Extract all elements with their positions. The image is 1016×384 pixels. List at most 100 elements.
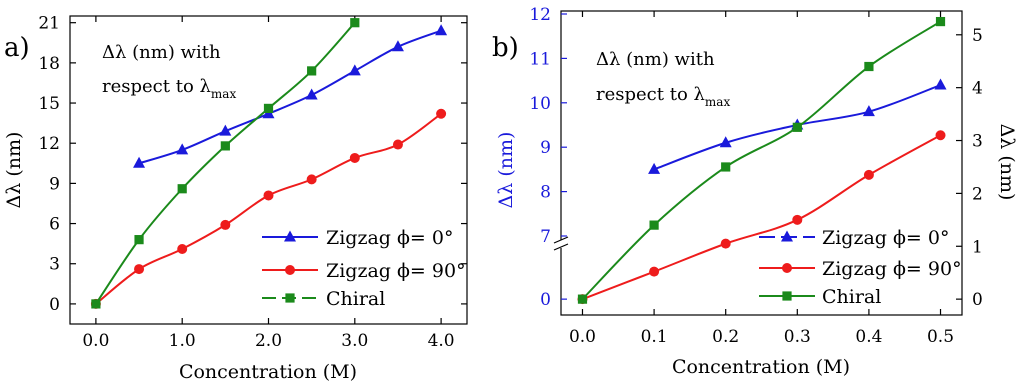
panel-a-legend-label: Zigzag ϕ= 90° <box>326 260 466 282</box>
panel-a-x-tick-label: 2.0 <box>255 331 282 351</box>
panel-a-point <box>220 141 230 151</box>
panel-a-y-tick-label: 12 <box>38 134 60 154</box>
panel-a-point <box>176 143 189 155</box>
panel-a-legend-label: Zigzag ϕ= 0° <box>326 227 453 249</box>
panel-a-point <box>348 64 361 76</box>
panel-a-point <box>436 108 447 119</box>
panel-a-y-axis-label: Δλ (nm) <box>3 132 25 209</box>
panel-a: a) 0.0 1.0 2.0 3.0 4.0 0 3 6 9 12 15 18 21 Δλ (nm) w… <box>3 14 468 383</box>
panel-b-point <box>720 238 731 249</box>
panel-a-annotation-line2: respect to λmax <box>102 76 236 101</box>
panel-a-legend-marker <box>285 265 295 275</box>
panel-a-x-axis-label: Concentration (M) <box>179 361 357 383</box>
panel-b-legend-marker <box>782 263 792 273</box>
panel-a-y-tick-label: 9 <box>49 174 60 194</box>
panel-b-point <box>792 214 803 225</box>
panel-a-point <box>263 103 274 113</box>
panel-b-legend-marker <box>782 291 792 301</box>
panel-a-point <box>263 190 274 201</box>
panel-a-y-tick-label: 15 <box>38 94 60 114</box>
panel-a-x-tick-label: 4.0 <box>428 331 455 351</box>
panel-a-point <box>435 24 448 36</box>
panel-a-point <box>134 264 145 275</box>
panel-b-axis-break-mark <box>553 236 569 244</box>
panel-b-x-tick-label: 0.5 <box>927 327 954 347</box>
panel-b-point <box>719 136 732 148</box>
panel-a-y-tick-label: 3 <box>49 255 60 275</box>
panel-a-point <box>307 66 317 76</box>
panel-b-point <box>864 61 874 72</box>
panel-b-x-tick-label: 0.0 <box>569 327 596 347</box>
panel-a-legend-label: Chiral <box>326 288 385 310</box>
panel-b-right-y-tick-label: 0 <box>972 290 983 310</box>
panel-a-point <box>349 152 360 163</box>
panel-b-x-tick-label: 0.2 <box>712 327 739 347</box>
panel-a-y-tick-label: 0 <box>49 295 60 315</box>
panel-b-point <box>649 266 660 277</box>
panel-a-point <box>134 235 144 245</box>
panel-a-y-tick-label: 21 <box>38 14 60 34</box>
panel-b-annotation-line1: Δλ (nm) with <box>596 49 715 70</box>
panel-b-right-y-tick-label: 1 <box>972 237 983 257</box>
panel-b-axis-break-gap <box>558 240 564 248</box>
panel-b-left-y-tick-label: 10 <box>529 94 551 114</box>
panel-a-legend-marker <box>285 293 295 303</box>
panel-b-left-y-tick-label: 12 <box>529 5 551 25</box>
panel-a-x-tick-label: 1.0 <box>169 331 196 351</box>
panel-b-left-y-axis-label: Δλ (nm) <box>495 132 517 209</box>
panel-b-point <box>934 78 947 90</box>
panel-a-y-tick-label: 18 <box>38 54 60 74</box>
panel-b-x-tick-label: 0.4 <box>855 327 882 347</box>
panel-b-point <box>721 162 731 172</box>
panel-a-y-tick-label: 6 <box>49 215 60 235</box>
panel-b-point <box>862 105 875 117</box>
panel-b-point <box>792 122 802 132</box>
panel-b-legend-label: Zigzag ϕ= 90° <box>822 258 962 280</box>
panel-b-point <box>649 220 659 230</box>
panel-b-left-y-tick-label: 8 <box>540 183 551 203</box>
panel-a-annotation-subscript: max <box>211 87 237 101</box>
panel-b-annotation-subscript: max <box>705 95 731 109</box>
panel-a-point <box>177 184 187 194</box>
panel-b-right-y-tick-label: 5 <box>972 26 983 46</box>
panel-b-label: b) <box>492 33 519 63</box>
panel-a-point <box>219 124 232 136</box>
panel-a-point <box>306 174 317 185</box>
panel-a-point <box>91 299 101 309</box>
panel-b-point <box>863 169 874 180</box>
panel-a-point <box>350 18 360 28</box>
panel-b-left-y-tick-label: 9 <box>540 138 551 158</box>
panel-a-point <box>305 88 318 100</box>
panel-a-label: a) <box>4 33 30 63</box>
panel-b-legend-label: Zigzag ϕ= 0° <box>822 227 949 249</box>
panel-b-left-y-tick-label: 11 <box>529 49 551 69</box>
panel-a-x-tick-label: 0.0 <box>82 331 109 351</box>
panel-a-point <box>391 40 404 52</box>
panel-b-x-tick-label: 0.1 <box>641 327 668 347</box>
panel-b-right-y-tick-label: 4 <box>972 79 983 99</box>
panel-b-point <box>648 162 661 174</box>
panel-b-legend-label: Chiral <box>822 286 881 308</box>
panel-a-point <box>177 244 188 255</box>
panel-b-annotation-line2: respect to λmax <box>596 84 730 109</box>
panel-a-legend: Zigzag ϕ= 0° Zigzag ϕ= 90° Chiral <box>262 227 466 310</box>
panel-b-right-y-tick-label: 2 <box>972 184 983 204</box>
panel-b-left-y-tick-label: 0 <box>540 290 551 310</box>
panel-a-point <box>392 139 403 150</box>
panel-a-series-line <box>95 22 356 305</box>
panel-a-legend-marker <box>284 230 296 242</box>
panel-b-series-line <box>581 20 942 300</box>
panel-b-point <box>935 16 946 27</box>
panel-b-plot-frame <box>560 10 963 316</box>
panel-b-right-y-axis-label: Δλ (nm) <box>996 124 1016 201</box>
panel-a-point <box>133 156 146 168</box>
panel-b-point <box>577 294 588 304</box>
panel-b-legend: Zigzag ϕ= 0° Zigzag ϕ= 90° Chiral <box>759 227 962 308</box>
panel-b-left-y-tick-label: 7 <box>540 227 551 247</box>
panel-b-legend-marker <box>781 230 793 242</box>
panel-b-axis-break-mark <box>553 243 569 251</box>
panel-a-x-tick-label: 3.0 <box>341 331 368 351</box>
panel-b-right-y-tick-label: 3 <box>972 132 983 152</box>
